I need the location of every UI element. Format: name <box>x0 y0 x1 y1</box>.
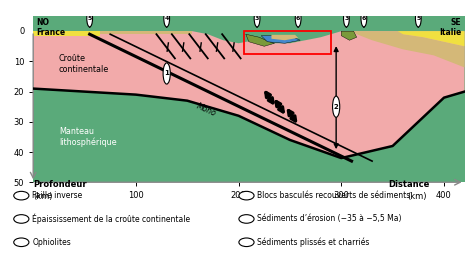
Polygon shape <box>341 31 357 40</box>
Circle shape <box>87 10 92 27</box>
Polygon shape <box>33 31 100 36</box>
Text: 1: 1 <box>19 193 24 199</box>
Text: Blocs basculés recouverts de sédiments: Blocs basculés recouverts de sédiments <box>257 191 410 200</box>
Text: (km): (km) <box>33 192 53 201</box>
Polygon shape <box>352 31 465 68</box>
Text: 4: 4 <box>164 16 169 21</box>
Circle shape <box>164 10 170 27</box>
Text: 3: 3 <box>255 16 259 21</box>
Text: Profondeur: Profondeur <box>33 180 87 189</box>
Text: 4: 4 <box>244 193 249 199</box>
Text: 2: 2 <box>334 104 338 110</box>
Text: 5: 5 <box>416 16 420 21</box>
Text: 2: 2 <box>19 216 24 222</box>
Text: 3: 3 <box>19 239 24 245</box>
Text: Moho: Moho <box>195 101 218 118</box>
Text: Croûte
continentale: Croûte continentale <box>59 54 109 75</box>
Text: 0: 0 <box>20 27 25 36</box>
Text: Faille inverse: Faille inverse <box>32 191 82 200</box>
Text: Sédiments d’érosion (−35 à −5,5 Ma): Sédiments d’érosion (−35 à −5,5 Ma) <box>257 214 402 224</box>
Polygon shape <box>246 34 274 46</box>
Text: 1: 1 <box>164 70 169 76</box>
Text: (km): (km) <box>408 192 427 201</box>
Text: Manteau
lithosphérique: Manteau lithosphérique <box>59 126 117 147</box>
Text: 6: 6 <box>362 16 366 21</box>
Circle shape <box>254 10 260 27</box>
Polygon shape <box>33 31 465 158</box>
Text: 5: 5 <box>244 216 249 222</box>
Text: 6: 6 <box>296 16 301 21</box>
Text: Ophiolites: Ophiolites <box>32 238 71 247</box>
Polygon shape <box>100 31 192 34</box>
Text: 3: 3 <box>344 16 348 21</box>
Bar <box>244 31 331 54</box>
Text: Sédiments plissés et charriés: Sédiments plissés et charriés <box>257 237 370 247</box>
Text: 6: 6 <box>244 239 249 245</box>
Circle shape <box>361 10 367 27</box>
Circle shape <box>344 10 349 27</box>
Polygon shape <box>272 35 298 40</box>
Polygon shape <box>33 16 465 182</box>
Text: Épaississement de la croûte continentale: Épaississement de la croûte continentale <box>32 214 191 224</box>
Polygon shape <box>261 36 300 43</box>
Circle shape <box>295 10 301 27</box>
Polygon shape <box>398 31 465 46</box>
Circle shape <box>333 96 340 117</box>
Circle shape <box>415 10 421 27</box>
Text: Distance: Distance <box>389 180 430 189</box>
Text: NO
France: NO France <box>36 18 65 37</box>
Text: 5: 5 <box>88 16 92 21</box>
Text: SE
Italie: SE Italie <box>439 18 462 37</box>
Circle shape <box>163 63 170 84</box>
